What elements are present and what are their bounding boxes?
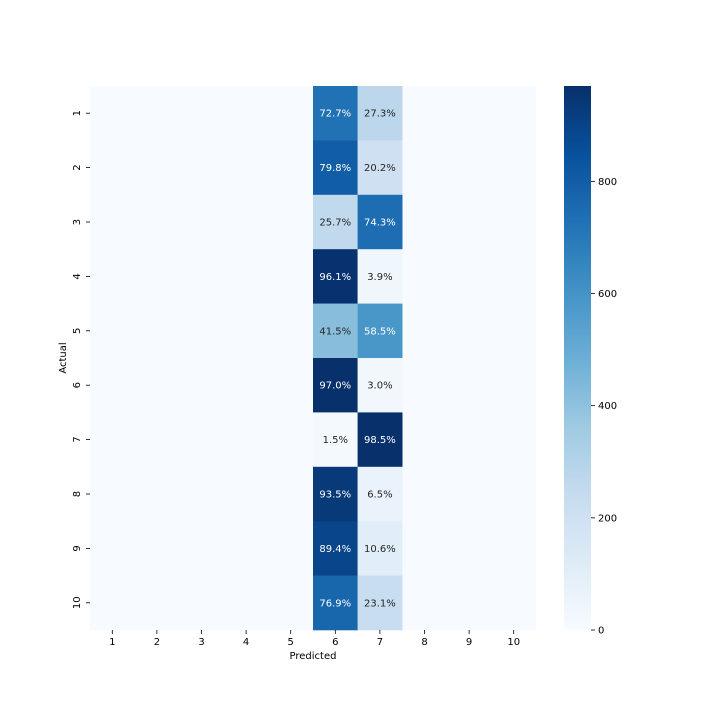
colorbar bbox=[564, 86, 591, 630]
x-tick-label: 1 bbox=[109, 637, 115, 648]
heatmap-cell bbox=[313, 303, 358, 359]
cell-annotation: 93.5% bbox=[319, 490, 351, 501]
cell-annotation: 72.7% bbox=[319, 109, 351, 120]
y-tick-label: 2 bbox=[72, 164, 83, 170]
y-tick-label: 8 bbox=[72, 491, 83, 497]
cell-annotation: 25.7% bbox=[319, 218, 351, 229]
heatmap-cell bbox=[313, 194, 358, 250]
colorbar-tick-label: 200 bbox=[598, 513, 617, 524]
heatmap-cell bbox=[313, 575, 358, 631]
heatmap-cell bbox=[313, 140, 358, 196]
y-tick-label: 3 bbox=[72, 219, 83, 225]
heatmap-cell bbox=[313, 358, 358, 413]
cell-annotation: 3.0% bbox=[367, 381, 392, 392]
x-tick-label: 9 bbox=[466, 637, 472, 648]
heatmap-cell bbox=[357, 303, 403, 359]
cell-annotation: 1.5% bbox=[323, 435, 348, 446]
heatmap-cell bbox=[357, 194, 403, 250]
heatmap-cell bbox=[357, 358, 403, 413]
cell-annotation: 96.1% bbox=[319, 272, 351, 283]
heatmap-cell bbox=[357, 466, 403, 522]
y-tick-label: 5 bbox=[72, 328, 83, 334]
y-tick-label: 6 bbox=[72, 382, 83, 388]
heatmap-cell bbox=[313, 86, 358, 141]
x-tick-label: 5 bbox=[288, 637, 294, 648]
y-axis-label: Actual bbox=[58, 342, 69, 373]
cell-annotation: 6.5% bbox=[367, 490, 392, 501]
heatmap-cell bbox=[357, 521, 403, 576]
heatmap-cell bbox=[313, 412, 358, 468]
x-tick-label: 6 bbox=[332, 637, 338, 648]
cell-annotation: 20.2% bbox=[364, 163, 396, 174]
cell-annotation: 41.5% bbox=[319, 326, 351, 337]
y-tick-label: 10 bbox=[72, 596, 83, 609]
y-tick-label: 4 bbox=[72, 273, 83, 279]
cell-annotation: 3.9% bbox=[367, 272, 392, 283]
cell-annotation: 89.4% bbox=[319, 544, 351, 555]
heatmap-cell bbox=[357, 249, 403, 304]
x-tick-label: 8 bbox=[421, 637, 427, 648]
heatmap-cell bbox=[313, 466, 358, 522]
cell-annotation: 27.3% bbox=[364, 109, 396, 120]
heatmap-cell bbox=[357, 575, 403, 631]
colorbar-tick-label: 800 bbox=[598, 177, 617, 188]
heatmap-cell bbox=[357, 86, 403, 141]
y-tick-label: 9 bbox=[72, 545, 83, 551]
heatmap-cell bbox=[357, 140, 403, 196]
cell-annotation: 58.5% bbox=[364, 326, 396, 337]
cell-annotation: 97.0% bbox=[319, 381, 351, 392]
cell-annotation: 74.3% bbox=[364, 218, 396, 229]
x-tick-label: 2 bbox=[154, 637, 160, 648]
x-tick-label: 7 bbox=[377, 637, 383, 648]
heatmap-cell bbox=[313, 521, 358, 576]
colorbar-tick-label: 400 bbox=[598, 401, 617, 412]
cell-annotation: 76.9% bbox=[319, 598, 351, 609]
y-tick-label: 1 bbox=[72, 110, 83, 116]
cell-annotation: 23.1% bbox=[364, 598, 396, 609]
x-axis-label: Predicted bbox=[290, 651, 337, 662]
y-tick-label: 7 bbox=[72, 436, 83, 442]
x-tick-label: 4 bbox=[243, 637, 249, 648]
x-tick-label: 3 bbox=[198, 637, 204, 648]
cell-annotation: 10.6% bbox=[364, 544, 396, 555]
heatmap-cell bbox=[313, 249, 358, 304]
heatmap-cell bbox=[357, 412, 403, 468]
colorbar-tick-label: 600 bbox=[598, 289, 617, 300]
cell-annotation: 98.5% bbox=[364, 435, 396, 446]
colorbar-tick-label: 0 bbox=[598, 626, 604, 637]
x-tick-label: 10 bbox=[507, 637, 520, 648]
cell-annotation: 79.8% bbox=[319, 163, 351, 174]
